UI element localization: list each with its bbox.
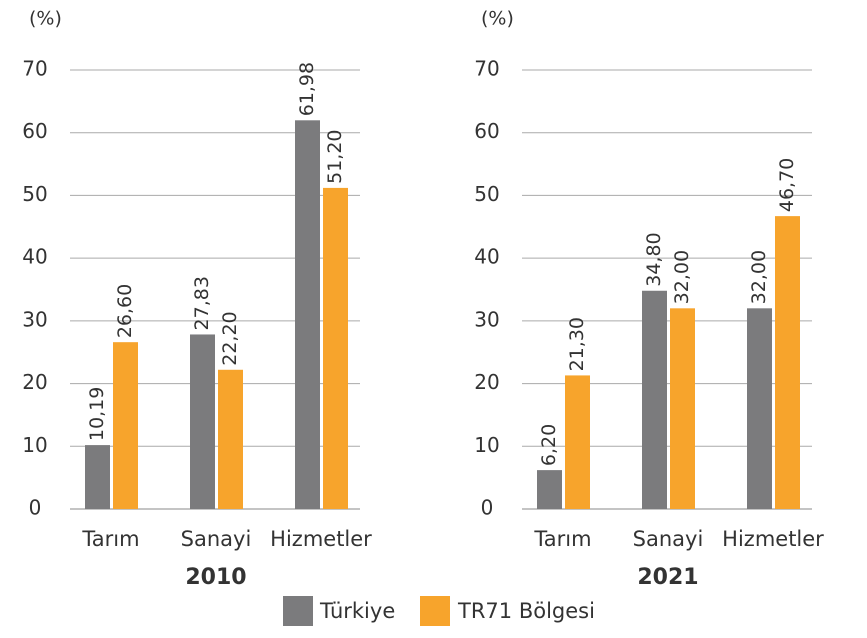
bar	[113, 342, 138, 509]
y-tick-label: 70	[474, 57, 499, 81]
y-tick-label: 50	[22, 182, 47, 206]
value-label: 32,00	[748, 250, 770, 304]
bar	[323, 187, 348, 509]
y-tick-label: 20	[474, 370, 499, 394]
value-label: 26,60	[114, 284, 136, 338]
x-tick-label: Tarım	[81, 527, 139, 551]
value-label: 51,20	[324, 129, 346, 183]
value-label: 46,70	[776, 158, 798, 212]
bar	[537, 470, 562, 509]
y-tick-label: 10	[22, 433, 47, 457]
value-label: 10,19	[86, 387, 108, 441]
bar	[747, 308, 772, 509]
y-tick-label: 20	[22, 370, 47, 394]
bar	[775, 216, 800, 510]
y-tick-label: 0	[481, 496, 494, 520]
x-tick-label: Sanayi	[181, 527, 252, 551]
y-tick-label: 60	[22, 119, 47, 143]
legend-swatch	[283, 596, 313, 626]
legend-label: TR71 Bölgesi	[457, 599, 595, 623]
bar	[642, 290, 667, 509]
x-tick-label: Tarım	[533, 527, 591, 551]
value-label: 32,00	[671, 250, 693, 304]
y-axis-label: (%)	[29, 8, 62, 30]
x-tick-label: Sanayi	[633, 527, 704, 551]
legend-label: Türkiye	[319, 599, 395, 623]
value-label: 22,20	[219, 311, 241, 365]
x-tick-label: Hizmetler	[270, 527, 372, 551]
value-label: 61,98	[296, 62, 318, 116]
y-tick-label: 30	[22, 307, 47, 331]
x-tick-label: Hizmetler	[722, 527, 824, 551]
bar	[565, 375, 590, 509]
value-label: 34,80	[643, 232, 665, 286]
y-tick-label: 50	[474, 182, 499, 206]
y-tick-label: 60	[474, 119, 499, 143]
y-tick-label: 40	[474, 245, 499, 269]
chart-title: 2021	[637, 565, 698, 590]
y-axis-label: (%)	[481, 8, 514, 30]
y-tick-label: 70	[22, 57, 47, 81]
value-label: 21,30	[566, 317, 588, 371]
value-label: 6,20	[538, 424, 560, 466]
value-label: 27,83	[191, 276, 213, 330]
bar	[670, 308, 695, 509]
y-tick-label: 10	[474, 433, 499, 457]
bar	[295, 120, 320, 509]
bar	[218, 369, 243, 509]
y-tick-label: 30	[474, 307, 499, 331]
bar	[190, 334, 215, 509]
y-tick-label: 40	[22, 245, 47, 269]
bar	[85, 445, 110, 509]
y-tick-label: 0	[29, 496, 42, 520]
chart-title: 2010	[185, 565, 246, 590]
legend-swatch	[420, 596, 450, 626]
